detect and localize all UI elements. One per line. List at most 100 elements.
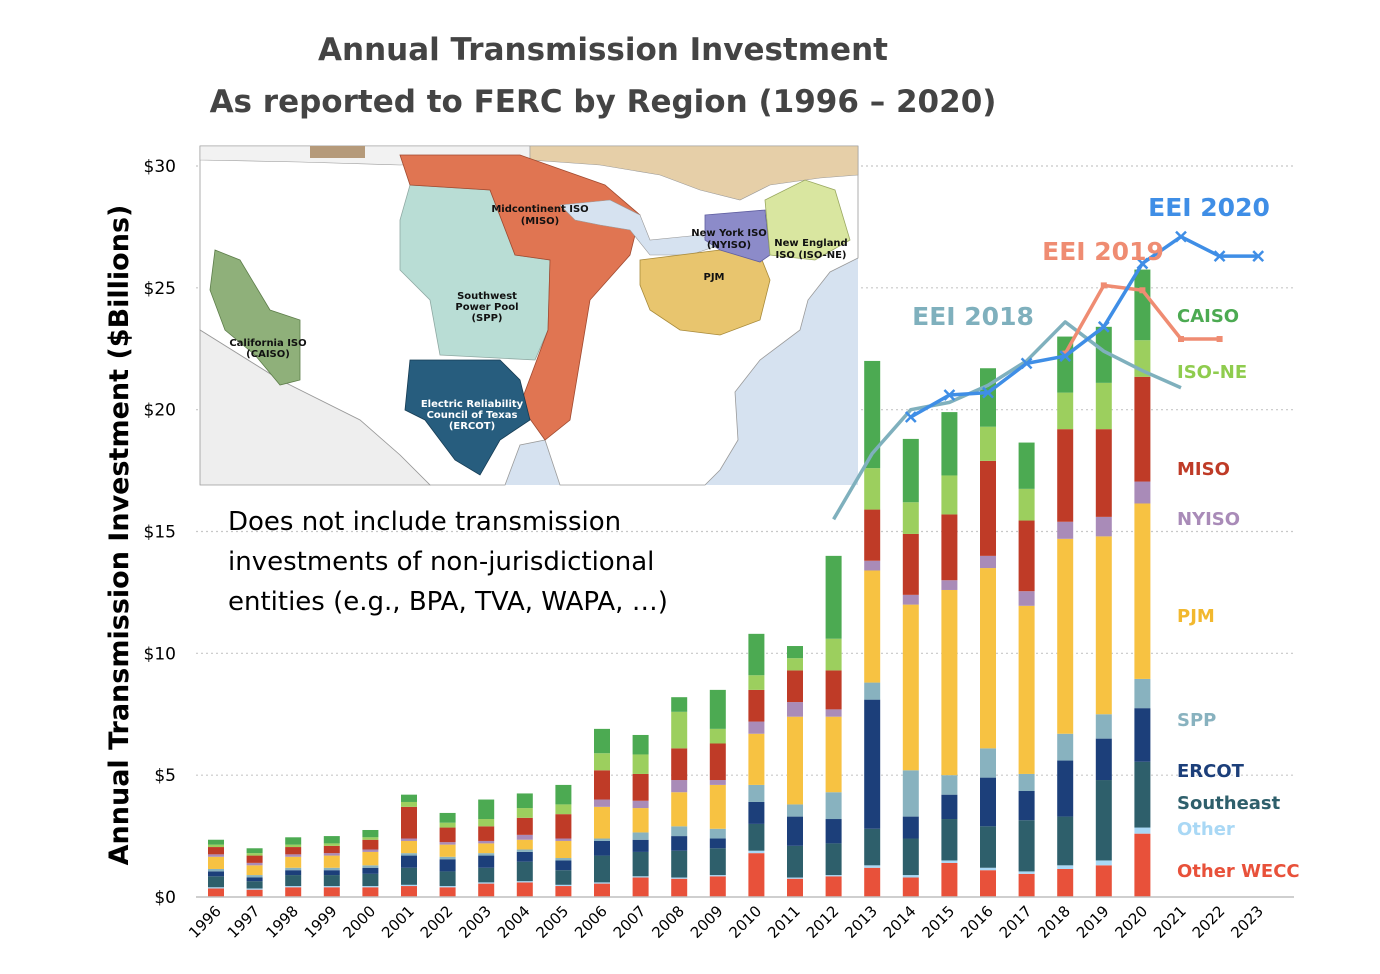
bar-segment (1134, 481, 1151, 504)
bar-segment (555, 860, 572, 871)
bar-segment (1134, 708, 1151, 762)
bar-segment (285, 854, 302, 857)
bar-segment (941, 475, 958, 515)
map-label-spp-2: Power Pool (455, 302, 518, 313)
bar-segment (864, 360, 881, 469)
x-tick-label: 2020 (1111, 902, 1151, 942)
bar-segment (902, 838, 919, 876)
bar-segment (246, 881, 263, 889)
bar-segment (748, 853, 765, 897)
bar-segment (594, 770, 610, 800)
map-label-ercot-1: Electric Reliability (421, 399, 524, 410)
x-tick-label: 2013 (841, 902, 881, 942)
bar-segment (439, 827, 456, 843)
bar-segment (594, 840, 610, 856)
bar-segment (246, 853, 263, 856)
bar-segment (980, 568, 996, 749)
bar-segment (709, 689, 726, 729)
bar-segment (208, 888, 224, 897)
bar-segment (787, 716, 803, 805)
bar-segment (864, 828, 881, 866)
bar-segment (748, 850, 765, 854)
bar-segment (748, 823, 765, 851)
bar-segment (709, 780, 726, 785)
bar-segment (825, 670, 842, 710)
bar-segment (902, 502, 919, 534)
x-tick-label: 2004 (494, 902, 534, 942)
x-axis-ticks: 1996199719981999200020012002200320042005… (185, 902, 1267, 942)
bar-segment (362, 887, 379, 897)
map-label-spp-1: Southwest (457, 291, 517, 302)
bar-segment (1095, 382, 1112, 430)
map-label-pjm: PJM (703, 272, 724, 283)
bar-segment (478, 882, 495, 884)
y-tick-label: $5 (154, 766, 176, 786)
bar-segment (516, 849, 533, 852)
map-region-caiso (209, 249, 301, 386)
x-tick-label: 2015 (918, 902, 958, 942)
eei-line-label: EEI 2019 (1042, 237, 1164, 266)
bar-segment (632, 832, 649, 840)
y-axis-label: Annual Transmission Investment ($Billion… (104, 205, 135, 866)
bar-segment (825, 843, 842, 876)
bar-segment (478, 799, 495, 820)
bar-segment (285, 870, 302, 876)
eei-marker (1216, 336, 1223, 343)
x-tick-label: 2003 (455, 902, 495, 942)
bar-segment (555, 840, 572, 859)
bar-segment (478, 843, 495, 854)
bar-segment (787, 816, 803, 846)
bar-segment (864, 865, 881, 868)
bar-segment (401, 794, 417, 802)
legend-label: NYISO (1177, 509, 1240, 530)
bar-segment (787, 845, 803, 878)
map-canada-east (529, 145, 859, 201)
legend-label: Other (1177, 819, 1235, 840)
bar-segment (825, 716, 842, 793)
bar-segment (1018, 820, 1035, 872)
bar-segment (208, 839, 224, 845)
bar-segment (902, 770, 919, 817)
bar-segment (748, 784, 765, 802)
bar-segment (671, 826, 688, 837)
legend-label: ISO-NE (1177, 362, 1247, 383)
bar-segment (323, 853, 340, 856)
bar-segment (285, 844, 302, 848)
bar-segment (787, 878, 803, 897)
bar-segment (709, 743, 726, 781)
bar-segment (671, 877, 688, 879)
bar-segment (246, 888, 263, 890)
eei-marker (1139, 287, 1146, 294)
x-tick-label: 2017 (996, 902, 1036, 942)
bar-segment (516, 861, 533, 882)
bar-segment (941, 412, 958, 476)
bar-segment (246, 862, 263, 866)
bar-segment (439, 856, 456, 860)
bar-segment (632, 800, 649, 809)
bar-segment (902, 533, 919, 595)
legend-label: MISO (1177, 459, 1230, 480)
bar-segment (1018, 520, 1035, 592)
bar-segment (748, 675, 765, 690)
bar-segment (439, 859, 456, 872)
bar-segment (323, 843, 340, 846)
legend: Other WECC Other Southeast ERCOT SPP PJM NYISO… (1177, 306, 1300, 882)
bar-segment (516, 793, 533, 809)
bar-segment (439, 871, 456, 887)
map-label-spp-3: (SPP) (471, 313, 502, 324)
bar-segment (671, 850, 688, 878)
bar-segment (709, 728, 726, 744)
bar-segment (555, 838, 572, 841)
bar-segment (1095, 738, 1112, 781)
eei-line-label: EEI 2020 (1148, 193, 1270, 222)
bar-segment (516, 839, 533, 850)
bar-segment (980, 826, 996, 868)
bar-segment (285, 886, 302, 888)
bar-segment (709, 784, 726, 829)
bar-segment (1134, 678, 1151, 709)
eei-marker (1100, 282, 1107, 289)
bar-segment (1018, 773, 1035, 792)
map-label-miso-1: Midcontinent ISO (491, 204, 588, 215)
eei-marker (1252, 250, 1265, 263)
bar-segment (941, 589, 958, 776)
